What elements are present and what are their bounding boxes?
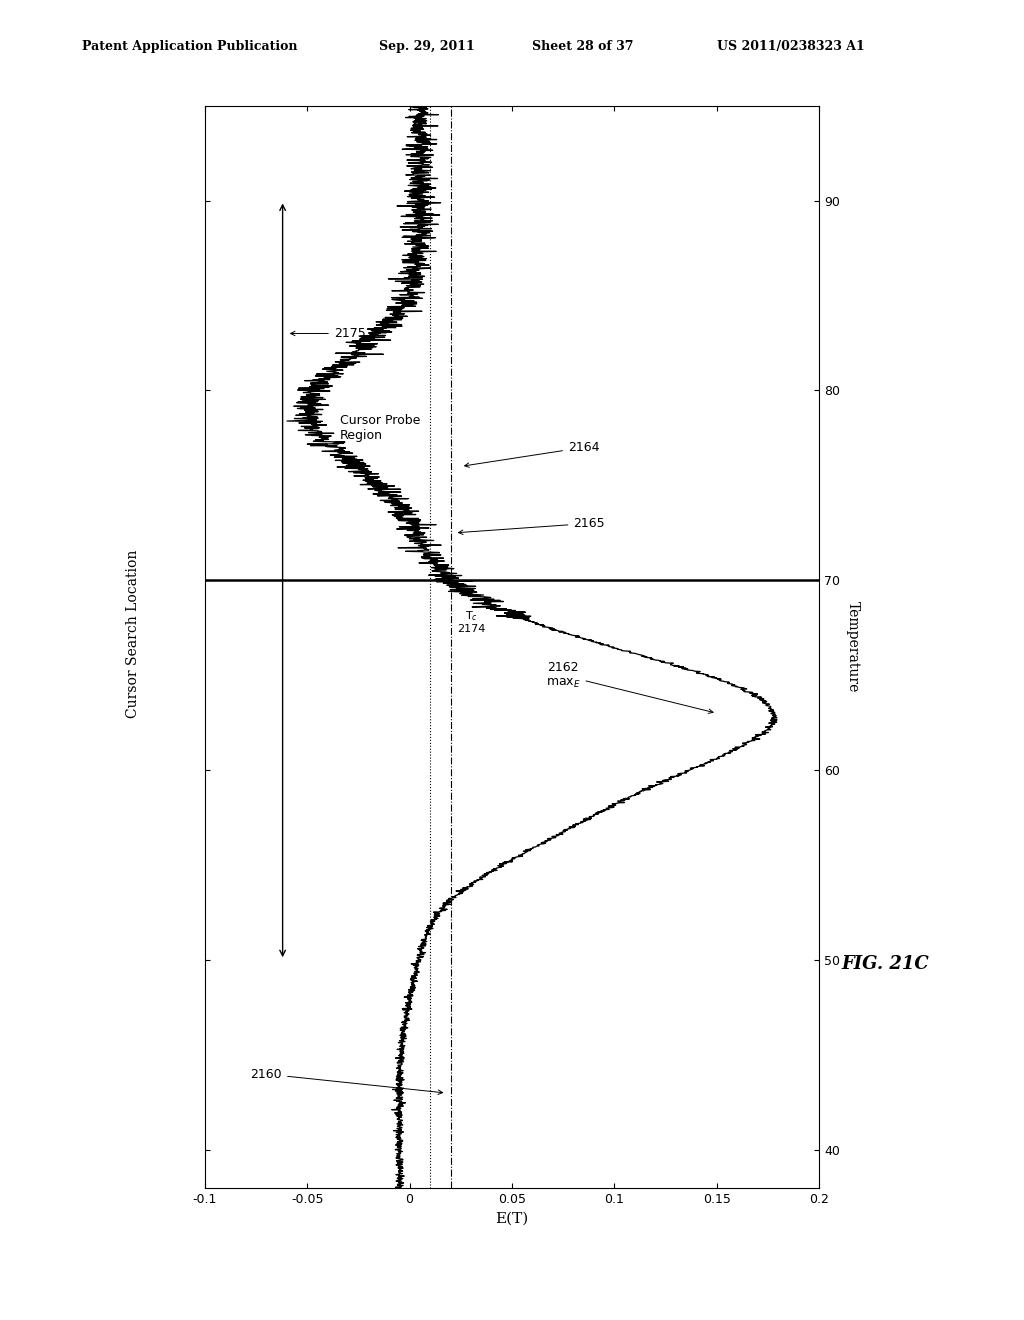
Text: Sep. 29, 2011: Sep. 29, 2011 [379,40,475,53]
Text: 2164: 2164 [465,441,599,467]
Text: 2175: 2175 [291,327,366,341]
Text: 2160: 2160 [251,1068,442,1094]
X-axis label: E(T): E(T) [496,1212,528,1225]
Text: T$_c$
2174: T$_c$ 2174 [457,609,485,634]
Text: 2162
max$_E$: 2162 max$_E$ [546,661,713,713]
Text: Cursor Search Location: Cursor Search Location [126,549,140,718]
Text: Cursor Probe
Region: Cursor Probe Region [340,414,420,442]
Text: Patent Application Publication: Patent Application Publication [82,40,297,53]
Text: Sheet 28 of 37: Sheet 28 of 37 [532,40,634,53]
Text: FIG. 21C: FIG. 21C [842,954,930,973]
Text: US 2011/0238323 A1: US 2011/0238323 A1 [717,40,864,53]
Text: 2165: 2165 [459,517,605,535]
Y-axis label: Temperature: Temperature [846,601,859,693]
